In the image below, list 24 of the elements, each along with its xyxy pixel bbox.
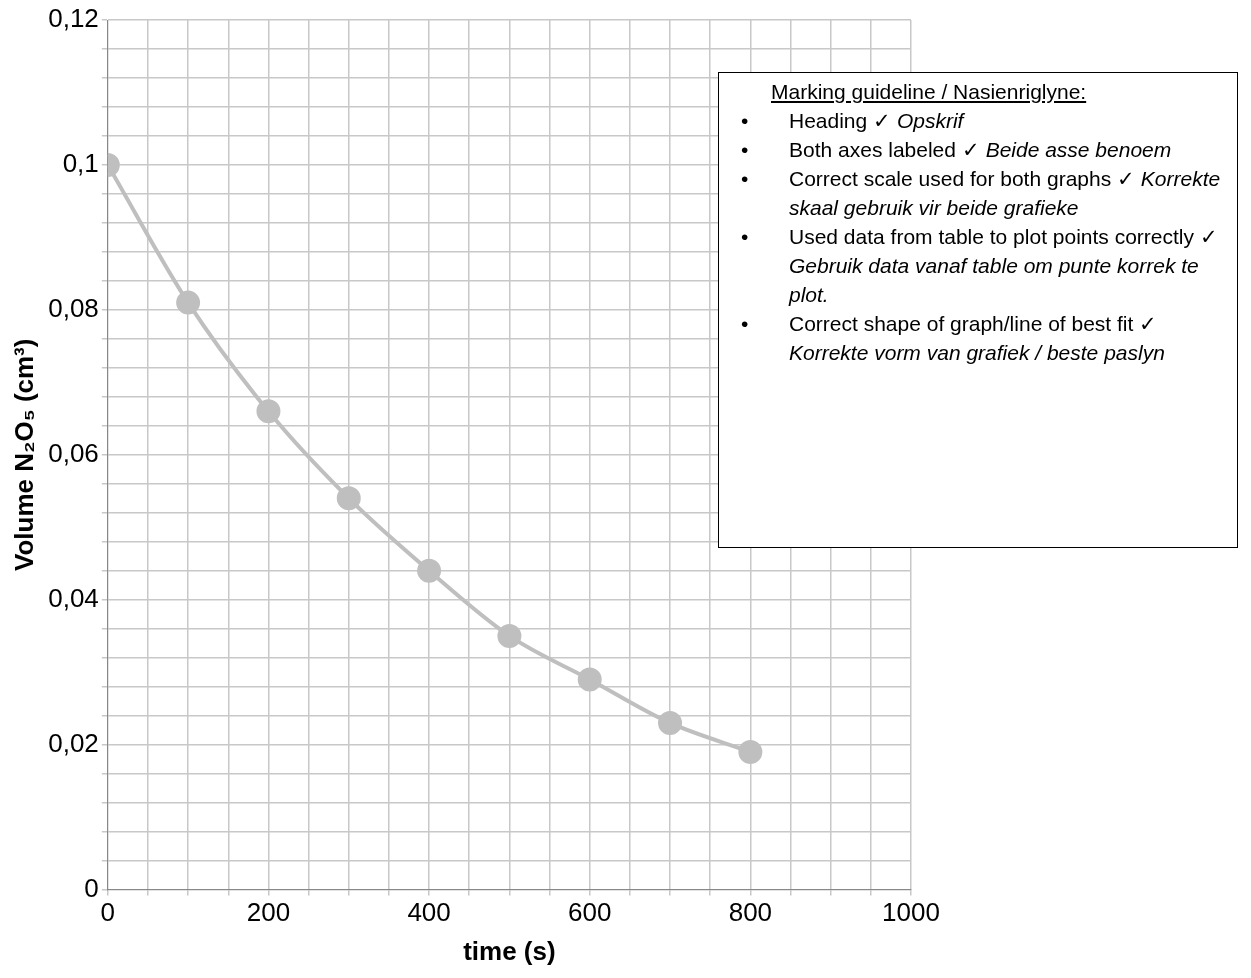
y-tick-label: 0,04 xyxy=(48,582,99,613)
note-box: Marking guideline / Nasienriglyne: • Heading ✓ Opskrif • Both axes labeled ✓ Beide asse benoem • Correct scale used for both graphs ✓ Korrekte skaal gebruik vir beide grafieke • Used data from table to plot points correctly ✓ Gebruik data vanaf table om punte korrek te plot. • Correct shape of graph/line of best fit ✓ Korrekte vorm van grafiek / beste paslyn xyxy=(718,72,1238,548)
x-tick-label: 600 xyxy=(568,897,612,928)
point xyxy=(738,739,763,764)
y-tick-label: 0,06 xyxy=(48,437,99,468)
point xyxy=(256,399,281,424)
x-tick-label: 800 xyxy=(728,897,773,928)
y-tick-label: 0,12 xyxy=(48,3,99,34)
y-tick-label: 0,02 xyxy=(48,727,99,758)
y-tick-label: 0 xyxy=(84,872,99,903)
point xyxy=(658,710,683,735)
x-tick-label: 200 xyxy=(246,897,291,928)
point xyxy=(336,486,361,511)
point xyxy=(176,290,201,315)
y-axis-title: Volume N₂O₅ (cm³) xyxy=(8,338,39,572)
y-tick-label: 0,08 xyxy=(48,293,99,324)
annotation: Marking guideline / Nasienriglyne: xyxy=(771,79,1088,105)
point xyxy=(497,623,522,648)
x-axis-title: time (s) xyxy=(463,935,556,966)
y-tick-label: 0,1 xyxy=(62,148,99,179)
point xyxy=(417,558,442,583)
point xyxy=(577,667,602,692)
x-tick-label: 400 xyxy=(407,897,451,928)
x-tick-label: 1000 xyxy=(882,897,940,928)
